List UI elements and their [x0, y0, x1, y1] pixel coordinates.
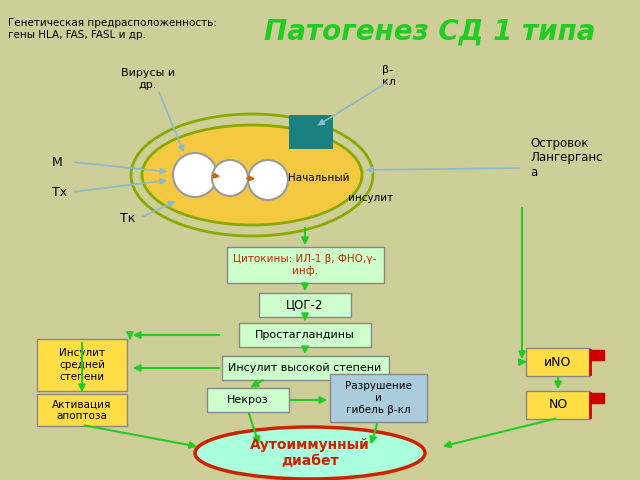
FancyBboxPatch shape [221, 356, 388, 380]
Polygon shape [590, 393, 604, 403]
FancyBboxPatch shape [259, 293, 351, 317]
FancyBboxPatch shape [289, 115, 333, 149]
Text: Островок
Лангерганс
а: Островок Лангерганс а [530, 136, 602, 180]
Text: NO: NO [548, 398, 568, 411]
Text: Разрушение
и
гибель β-кл: Разрушение и гибель β-кл [344, 382, 412, 415]
FancyBboxPatch shape [37, 394, 127, 426]
FancyBboxPatch shape [526, 391, 590, 419]
Text: Тх: Тх [52, 185, 67, 199]
FancyBboxPatch shape [207, 388, 289, 412]
Text: М: М [52, 156, 63, 168]
Text: Активация
апоптоза: Активация апоптоза [52, 399, 112, 421]
Polygon shape [590, 350, 604, 360]
Text: ЦОГ-2: ЦОГ-2 [286, 299, 324, 312]
Text: Некроз: Некроз [227, 395, 269, 405]
FancyBboxPatch shape [37, 339, 127, 391]
Text: β-
кл: β- кл [382, 65, 396, 86]
Text: Патогенез СД 1 типа: Патогенез СД 1 типа [264, 18, 595, 46]
Ellipse shape [195, 427, 425, 479]
Text: иNO: иNO [544, 356, 572, 369]
Text: Начальный: Начальный [288, 173, 349, 183]
Text: Тк: Тк [120, 212, 136, 225]
Text: Аутоиммунный
диабет: Аутоиммунный диабет [250, 438, 370, 468]
Text: Инсулит высокой степени: Инсулит высокой степени [228, 363, 381, 373]
FancyBboxPatch shape [239, 323, 371, 347]
Ellipse shape [142, 125, 362, 225]
Text: Цитокины: ИЛ-1 β, ФНО,γ-
инф.: Цитокины: ИЛ-1 β, ФНО,γ- инф. [234, 254, 376, 276]
Circle shape [212, 160, 248, 196]
Text: Простагландины: Простагландины [255, 330, 355, 340]
FancyBboxPatch shape [330, 374, 426, 422]
Circle shape [248, 160, 288, 200]
Circle shape [173, 153, 217, 197]
FancyBboxPatch shape [227, 247, 383, 283]
Text: Генетическая предрасположенность:
гены HLA, FAS, FASL и др.: Генетическая предрасположенность: гены H… [8, 18, 217, 40]
Text: Вирусы и
др.: Вирусы и др. [121, 68, 175, 90]
FancyBboxPatch shape [526, 348, 590, 376]
Text: инсулит: инсулит [348, 193, 393, 203]
Text: Инсулит
средней
степени: Инсулит средней степени [59, 348, 105, 382]
